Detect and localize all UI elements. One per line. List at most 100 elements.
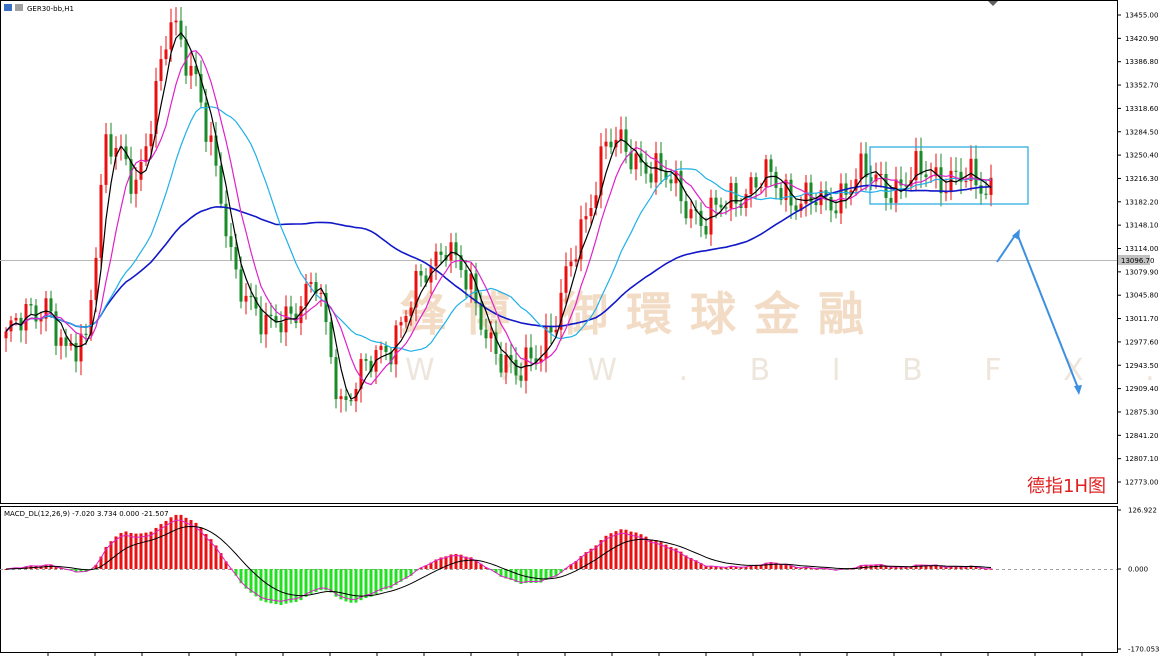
macd-bar: [899, 566, 903, 569]
macd-bar: [284, 569, 288, 604]
candle: [474, 262, 478, 316]
macd-bar: [429, 562, 433, 569]
macd-bar: [499, 569, 503, 577]
candle: [574, 245, 578, 267]
candle: [749, 172, 753, 208]
candle: [274, 304, 278, 328]
macd-bar: [264, 569, 268, 603]
macd-bar: [449, 554, 453, 569]
macd-bar: [494, 569, 498, 574]
price-tick-label: 13318.60: [1125, 105, 1158, 113]
candle: [734, 176, 738, 217]
price-tick-label: 13182.20: [1125, 198, 1158, 206]
macd-bar: [909, 566, 913, 569]
macd-bar: [174, 514, 178, 569]
candle: [649, 161, 653, 189]
price-tick-label: 13114.00: [1125, 245, 1158, 253]
candle: [899, 166, 903, 199]
candle: [204, 88, 208, 152]
macd-bar: [374, 569, 378, 595]
candle: [114, 136, 118, 170]
candle: [834, 200, 838, 219]
macd-bar: [694, 560, 698, 569]
macd-bar: [204, 534, 208, 569]
macd-bar: [764, 562, 768, 569]
macd-bar: [304, 569, 308, 597]
arrow-down-line: [1017, 235, 1079, 389]
macd-bar: [479, 563, 483, 569]
candle: [644, 150, 648, 184]
macd-bar: [924, 564, 928, 569]
candle: [599, 132, 603, 209]
macd-bar: [369, 569, 373, 597]
macd-bar: [744, 566, 748, 569]
candle: [129, 146, 133, 204]
macd-bar: [189, 520, 193, 569]
macd-bar: [484, 567, 488, 569]
chart-window-icon: [4, 4, 12, 11]
candle: [619, 116, 623, 154]
candle: [859, 142, 863, 192]
macd-bar: [459, 554, 463, 569]
candle: [864, 142, 868, 191]
arrow-down-head-icon: [1074, 385, 1082, 395]
candle: [379, 341, 383, 364]
macd-bar: [719, 566, 723, 569]
macd-bar: [599, 540, 603, 569]
candle: [414, 264, 418, 322]
candle: [369, 355, 373, 378]
macd-bar: [129, 532, 133, 569]
macd-bar: [729, 566, 733, 569]
candle: [269, 302, 273, 328]
macd-bar: [434, 559, 438, 569]
candle: [569, 247, 573, 277]
candle: [34, 298, 38, 329]
price-tick-label: 12943.50: [1125, 362, 1158, 370]
candle: [629, 139, 633, 174]
candle: [344, 389, 348, 412]
current-price-value: 13096.70: [1121, 257, 1154, 265]
arrow-up-line: [996, 233, 1017, 263]
candle: [99, 173, 103, 272]
macd-bar: [704, 565, 708, 569]
macd-bar: [804, 567, 808, 569]
macd-bar: [454, 553, 458, 569]
candle: [194, 52, 198, 87]
candle: [549, 313, 553, 345]
candle: [664, 159, 668, 188]
macd-bar: [199, 527, 203, 569]
candle: [364, 353, 368, 371]
macd-histogram: [4, 514, 993, 606]
candle: [589, 194, 593, 225]
candle: [484, 318, 488, 349]
candle: [769, 154, 773, 186]
candle: [469, 263, 473, 303]
macd-bar: [214, 545, 218, 569]
macd-bar: [919, 564, 923, 569]
macd-bar: [99, 556, 103, 569]
macd-bar: [509, 569, 513, 581]
macd-bar: [234, 569, 238, 576]
macd-bar: [754, 564, 758, 569]
macd-bar: [299, 569, 303, 601]
price-tick-label: 13216.30: [1125, 175, 1158, 183]
macd-bar: [379, 569, 383, 592]
symbol-label: GER30-bb,H1: [27, 5, 74, 13]
candle: [564, 252, 568, 307]
candle: [339, 388, 343, 413]
candle: [779, 182, 783, 205]
macd-bar: [54, 566, 58, 569]
price-tick-label: 12841.20: [1125, 432, 1158, 440]
price-tick-label: 13250.40: [1125, 152, 1158, 160]
candle: [229, 222, 233, 261]
candle: [969, 145, 973, 191]
macd-bar: [894, 566, 898, 569]
candle: [154, 67, 158, 148]
macd-bar: [249, 569, 253, 593]
macd-bar: [759, 564, 763, 569]
macd-bar: [579, 556, 583, 569]
macd-bar: [594, 545, 598, 569]
macd-bar: [469, 557, 473, 569]
macd-bar: [319, 569, 323, 591]
